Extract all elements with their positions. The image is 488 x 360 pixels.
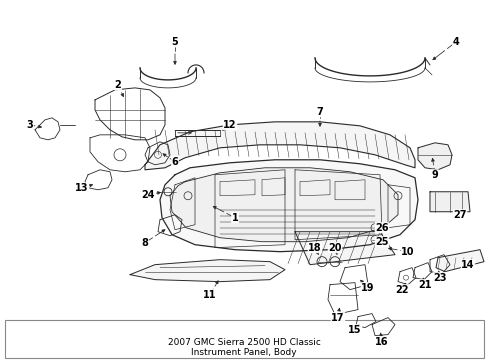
Text: 13: 13 [75, 183, 88, 193]
Text: 12: 12 [223, 120, 236, 130]
Text: 9: 9 [431, 170, 437, 180]
Text: 10: 10 [401, 247, 414, 257]
Text: 8: 8 [141, 238, 148, 248]
Text: 11: 11 [203, 290, 216, 300]
Text: 26: 26 [374, 223, 388, 233]
Text: 18: 18 [307, 243, 321, 253]
Polygon shape [435, 250, 483, 272]
Text: 4: 4 [452, 37, 458, 47]
Text: 3: 3 [26, 120, 33, 130]
Text: 14: 14 [460, 260, 474, 270]
Text: 27: 27 [452, 210, 466, 220]
Polygon shape [294, 232, 394, 265]
Polygon shape [170, 168, 397, 242]
Text: 20: 20 [327, 243, 341, 253]
Text: 15: 15 [347, 325, 361, 334]
Text: 16: 16 [374, 337, 388, 347]
Text: 2: 2 [114, 80, 121, 90]
Text: 1: 1 [231, 213, 238, 223]
Text: 7: 7 [316, 107, 323, 117]
Text: 17: 17 [330, 312, 344, 323]
Polygon shape [145, 122, 414, 170]
Polygon shape [130, 260, 285, 282]
FancyBboxPatch shape [5, 320, 483, 357]
Polygon shape [417, 143, 451, 170]
Text: 24: 24 [141, 190, 154, 200]
Text: 6: 6 [171, 157, 178, 167]
Polygon shape [429, 192, 469, 212]
Polygon shape [160, 160, 417, 252]
Text: 2007 GMC Sierra 2500 HD Classic
Instrument Panel, Body: 2007 GMC Sierra 2500 HD Classic Instrume… [167, 338, 320, 357]
Text: 5: 5 [171, 37, 178, 47]
Text: 22: 22 [394, 285, 408, 294]
Text: 19: 19 [361, 283, 374, 293]
Text: 25: 25 [374, 237, 388, 247]
Text: 21: 21 [417, 280, 431, 290]
Text: 23: 23 [432, 273, 446, 283]
